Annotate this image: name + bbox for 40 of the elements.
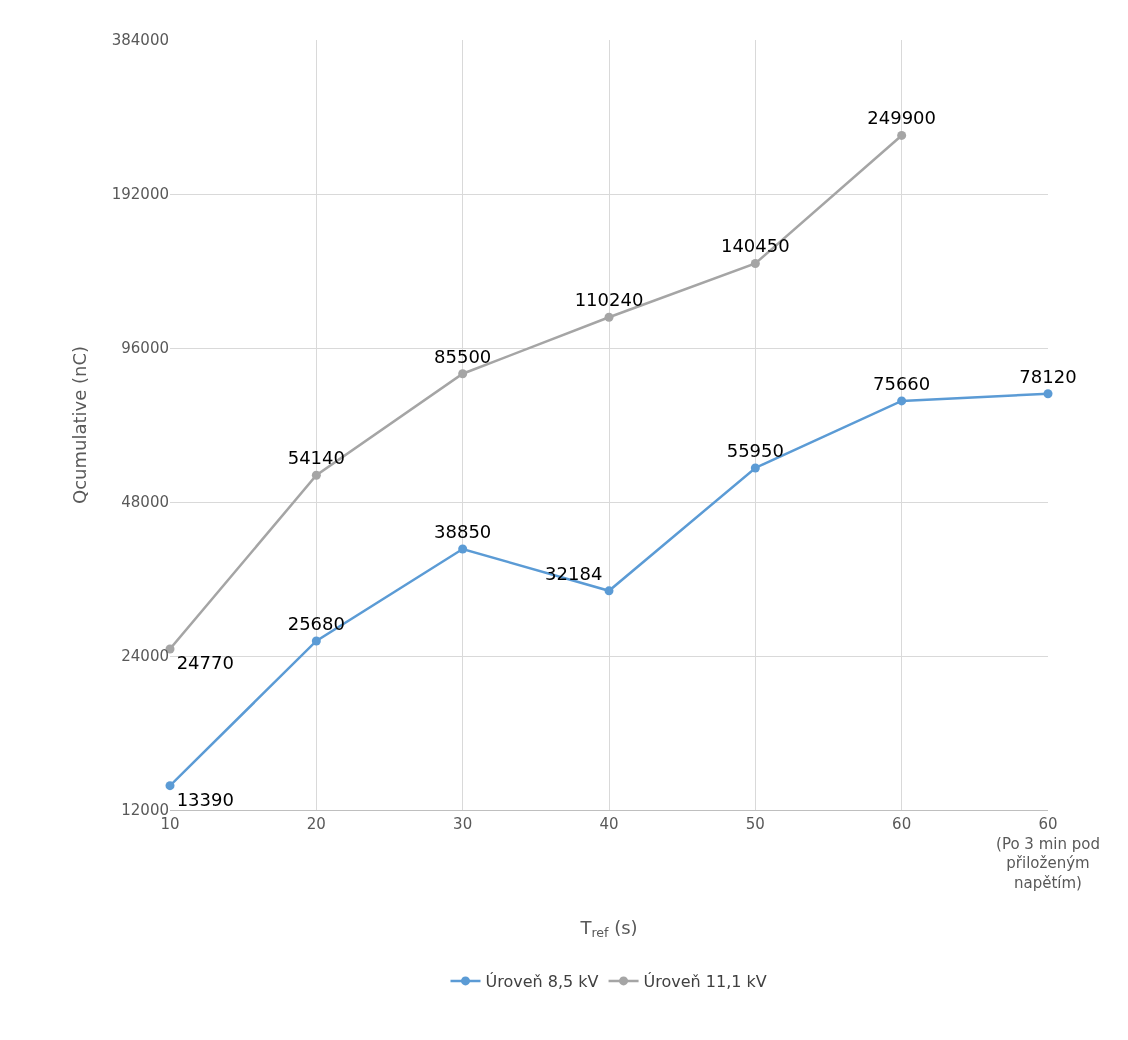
point [311, 636, 321, 646]
data-label: 54140 [287, 447, 345, 469]
point [897, 396, 907, 406]
x-tick-label: 40 [599, 815, 619, 833]
point [750, 463, 760, 473]
legend-label: Úroveň 8,5 kV [485, 972, 599, 992]
data-label: 140450 [720, 235, 790, 257]
data-label: 75660 [873, 372, 931, 394]
point [604, 586, 614, 596]
data-label: 85500 [434, 345, 492, 367]
x-tick-label: 50 [745, 815, 765, 833]
y-tick-label: 384000 [111, 31, 169, 50]
x-tick-label: 60 (Po 3 min pod přiloženým napětím) [996, 815, 1100, 892]
data-label: 25680 [287, 612, 345, 634]
y-tick-label: 48000 [121, 493, 169, 512]
point [750, 258, 760, 268]
data-label: 24770 [176, 652, 234, 674]
point [311, 470, 321, 480]
y-tick-label: 24000 [121, 647, 169, 666]
point [458, 369, 468, 379]
point [165, 781, 175, 791]
data-label: 38850 [434, 520, 492, 542]
y-tick-label: 96000 [121, 339, 169, 358]
x-tick-label: 60 [892, 815, 912, 833]
data-label: 55950 [726, 439, 784, 461]
point [604, 312, 614, 322]
y-tick-label: 192000 [111, 185, 169, 204]
point [897, 130, 907, 140]
data-label: 32184 [545, 562, 603, 584]
data-label: 110240 [574, 289, 644, 311]
x-axis-title: T$_{ref}$ (s) [579, 916, 638, 941]
data-label: 78120 [1019, 365, 1077, 387]
legend-label: Úroveň 11,1 kV [643, 972, 767, 992]
x-tick-label: 20 [306, 815, 326, 833]
data-label: 13390 [176, 788, 234, 810]
point [1043, 389, 1053, 399]
x-tick-label: 30 [453, 815, 473, 833]
point [458, 544, 468, 554]
y-axis-title: Qcumulative (nC) [68, 346, 90, 504]
data-label: 249900 [867, 107, 937, 129]
